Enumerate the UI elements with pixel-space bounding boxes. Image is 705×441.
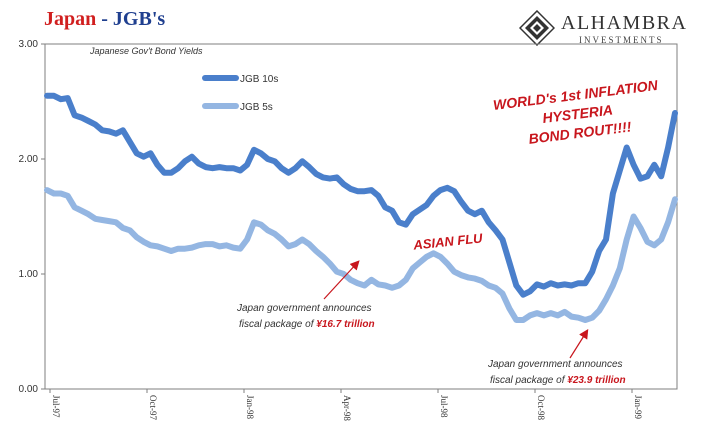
annotation-fiscal-2-line1: Japan government announces	[487, 359, 623, 370]
chart-title: Japan - JGB's	[44, 8, 165, 31]
x-tick-label: Jan-99	[633, 395, 643, 419]
legend-label: JGB 5s	[240, 102, 273, 113]
logo-name: ALHAMBRA	[561, 12, 688, 34]
y-tick-label: 3.00	[19, 39, 39, 50]
chart-subtitle: Japanese Gov't Bond Yields	[89, 46, 203, 56]
series-line-jgb-10s	[44, 92, 678, 298]
annotation-fiscal-2-line2: fiscal package of ¥23.9 trillion	[490, 375, 626, 386]
annotation-fiscal-1-line2: fiscal package of ¥16.7 trillion	[239, 319, 375, 330]
alhambra-logo: ALHAMBRA INVESTMENTS	[519, 8, 687, 48]
legend-label: JGB 10s	[240, 74, 278, 85]
annotation-fiscal-1-amount: ¥16.7 trillion	[316, 319, 374, 330]
title-sub: JGB's	[112, 8, 166, 30]
annotation-line: ASIAN FLU	[412, 230, 484, 252]
x-tick-label: Apr-98	[342, 395, 352, 421]
x-tick-label: Jul-97	[51, 395, 61, 418]
annotation-fiscal-1-line1: Japan government announces	[236, 303, 372, 314]
logo-subtitle: INVESTMENTS	[579, 35, 664, 45]
x-tick-label: Oct-97	[148, 395, 158, 420]
annotation-asian-flu: ASIAN FLU	[412, 230, 484, 252]
annotation-arrow-fiscal-1	[323, 260, 360, 300]
plot-frame	[44, 43, 678, 390]
annotation-fiscal-2-amount: ¥23.9 trillion	[567, 375, 625, 386]
x-tick-label: Jan-98	[245, 395, 255, 419]
y-tick-label: 2.00	[19, 154, 39, 165]
x-tick-label: Jul-98	[439, 395, 449, 418]
diamond-logo-icon	[519, 10, 555, 46]
annotation-arrow-fiscal-2	[569, 328, 589, 359]
title-main: Japan	[44, 8, 97, 30]
x-tick-label: Oct-98	[536, 395, 546, 420]
series-line-jgb-5s	[44, 187, 678, 323]
y-tick-label: 0.00	[19, 384, 39, 395]
title-separator: -	[96, 8, 113, 30]
y-tick-label: 1.00	[19, 269, 39, 280]
